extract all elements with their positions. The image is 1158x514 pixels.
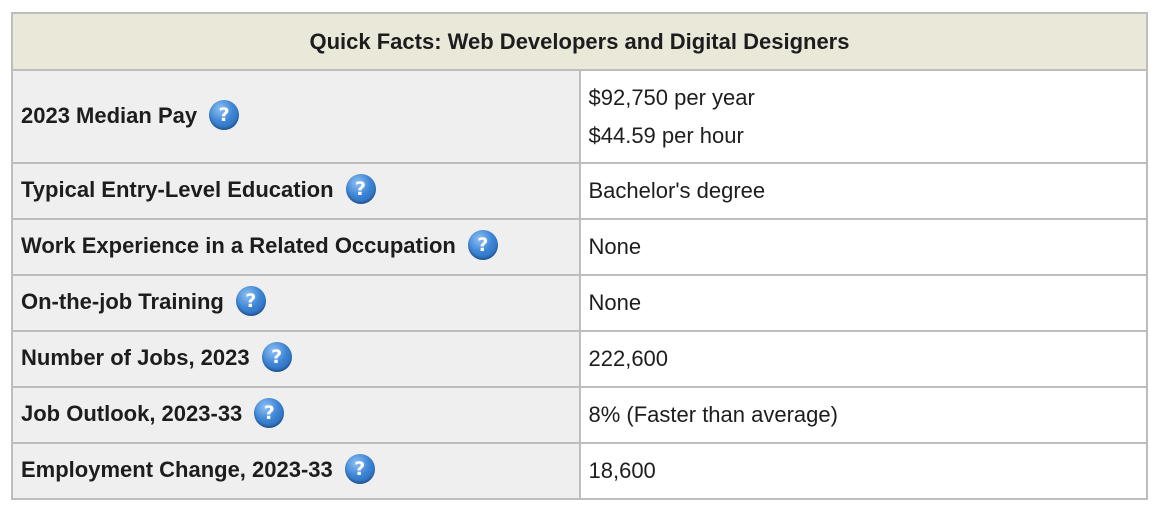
help-icon[interactable]: ? [235, 286, 266, 316]
row-label: Job Outlook, 2023-33 [21, 400, 243, 426]
help-icon[interactable]: ? [209, 99, 240, 130]
row-label-cell: Typical Entry-Level Education? [11, 162, 581, 220]
row-label-cell: 2023 Median Pay? [11, 69, 581, 164]
row-value: 8% (Faster than average) [578, 386, 1148, 444]
help-icon[interactable]: ? [344, 454, 375, 484]
help-icon[interactable]: ? [467, 230, 498, 260]
row-label: Number of Jobs, 2023 [21, 344, 250, 370]
quick-facts-table: Quick Facts: Web Developers and Digital … [11, 12, 1148, 500]
table-row: Work Experience in a Related Occupation?… [11, 218, 1148, 276]
row-label-cell: Job Outlook, 2023-33? [11, 386, 581, 444]
row-label: Employment Change, 2023-33 [21, 456, 333, 482]
table-title: Quick Facts: Web Developers and Digital … [11, 12, 1148, 71]
table-row: Typical Entry-Level Education? Bachelor'… [11, 162, 1148, 220]
row-label-cell: On-the-job Training? [11, 274, 581, 332]
row-value: 18,600 [578, 442, 1148, 500]
row-value: Bachelor's degree [578, 162, 1148, 220]
row-label: 2023 Median Pay [21, 102, 198, 128]
row-label-cell: Employment Change, 2023-33? [11, 442, 581, 500]
table-row: 2023 Median Pay? $92,750 per year $44.59… [11, 69, 1148, 164]
median-pay-hourly: $44.59 per hour [588, 122, 744, 148]
row-value: None [578, 218, 1148, 276]
row-value: None [578, 274, 1148, 332]
row-label: Typical Entry-Level Education [21, 176, 334, 202]
quick-facts-container: Quick Facts: Web Developers and Digital … [11, 12, 1148, 500]
median-pay-yearly: $92,750 per year [588, 84, 755, 110]
row-label: On-the-job Training [21, 288, 224, 314]
help-icon[interactable]: ? [261, 342, 292, 372]
table-row: On-the-job Training? None [11, 274, 1148, 332]
table-row: Job Outlook, 2023-33? 8% (Faster than av… [11, 386, 1148, 444]
row-label-cell: Number of Jobs, 2023? [11, 330, 581, 388]
help-icon[interactable]: ? [254, 398, 285, 428]
row-label-cell: Work Experience in a Related Occupation? [11, 218, 581, 276]
table-row: Number of Jobs, 2023? 222,600 [11, 330, 1148, 388]
row-value: 222,600 [578, 330, 1148, 388]
row-value-cell: $92,750 per year $44.59 per hour [578, 69, 1148, 164]
row-label: Work Experience in a Related Occupation [21, 232, 456, 258]
table-row: Employment Change, 2023-33? 18,600 [11, 442, 1148, 500]
help-icon[interactable]: ? [345, 174, 376, 204]
table-header-row: Quick Facts: Web Developers and Digital … [11, 12, 1148, 71]
